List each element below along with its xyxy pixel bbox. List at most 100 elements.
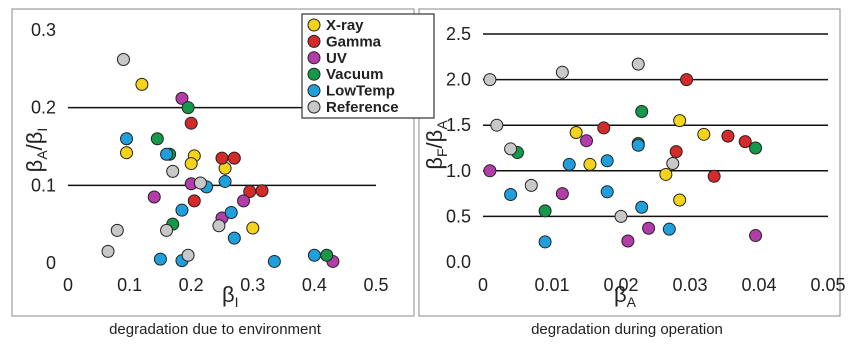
legend-label-vacuum: Vacuum (326, 66, 384, 83)
point-reference (490, 118, 504, 132)
legend-marker-x-ray (307, 18, 321, 32)
legend-label-uv: UV (326, 50, 347, 67)
legend-label-lowtemp: LowTemp (326, 83, 395, 100)
caption-left: degradation due to environment (109, 321, 322, 338)
x-tick-label: 0.5 (363, 275, 388, 295)
tick-labels-left: 0 0.1 0.2 0.3 0 0.1 0.2 0.3 0.4 0.5 (31, 20, 389, 295)
x-tick-label: 0.01 (534, 275, 569, 295)
point-lowtemp (227, 231, 241, 245)
y-tick-label: 1.0 (446, 161, 471, 181)
point-x-ray (583, 157, 597, 171)
gridlines-right (483, 33, 828, 218)
point-uv (147, 190, 161, 204)
point-uv (175, 91, 189, 105)
point-lowtemp (307, 248, 321, 262)
point-gamma (669, 145, 683, 159)
y-tick-label: 0.5 (446, 206, 471, 226)
point-lowtemp (120, 132, 134, 146)
x-tick-label: 0.4 (302, 275, 327, 295)
point-lowtemp (153, 252, 167, 266)
point-gamma (227, 151, 241, 165)
point-lowtemp (600, 185, 614, 199)
point-uv (237, 194, 251, 208)
scatter-points-left (101, 53, 340, 268)
scatter-points-right (483, 57, 763, 249)
point-reference (212, 219, 226, 233)
point-reference (101, 244, 115, 258)
point-uv (555, 187, 569, 201)
point-uv (749, 229, 763, 243)
y-tick-label: 0.1 (31, 175, 56, 195)
x-tick-label: 0.3 (240, 275, 265, 295)
point-lowtemp (538, 235, 552, 249)
point-vacuum (635, 105, 649, 119)
point-lowtemp (224, 206, 238, 220)
legend-label-x-ray: X-ray (326, 17, 364, 34)
point-x-ray (659, 167, 673, 181)
point-gamma (215, 151, 229, 165)
point-reference (160, 223, 174, 237)
point-lowtemp (218, 174, 232, 188)
point-vacuum (181, 101, 195, 115)
point-reference (483, 73, 497, 87)
point-vacuum (150, 132, 164, 146)
point-lowtemp (631, 138, 645, 152)
point-gamma (255, 184, 269, 198)
point-x-ray (569, 125, 583, 139)
x-tick-label: 0.2 (179, 275, 204, 295)
point-uv (580, 134, 593, 148)
point-reference (614, 209, 628, 223)
point-x-ray (673, 114, 687, 128)
x-tick-label: 0.04 (741, 275, 776, 295)
legend-label-reference: Reference (326, 99, 399, 116)
x-tick-label: 0.1 (117, 275, 142, 295)
point-x-ray (184, 157, 198, 171)
point-uv (483, 164, 497, 178)
y-tick-label: 0 (46, 253, 56, 273)
x-tick-label: 0 (478, 275, 488, 295)
point-uv (621, 234, 635, 248)
x-tick-label: 0.03 (672, 275, 707, 295)
point-reference (181, 248, 195, 262)
legend-marker-reference (307, 100, 321, 114)
y-axis-label-left: βA/βI (22, 128, 50, 173)
point-gamma (597, 121, 611, 135)
point-reference (666, 157, 680, 171)
legend-marker-gamma (307, 34, 321, 48)
panel-frame-left (11, 8, 415, 317)
point-gamma (184, 116, 198, 130)
x-tick-label: 0.05 (810, 275, 845, 295)
caption-right: degradation during operation (531, 321, 723, 338)
point-reference (166, 164, 180, 178)
y-tick-label: 0.3 (31, 20, 56, 40)
y-axis-label-right: βF/βA (422, 120, 450, 170)
point-x-ray (135, 77, 149, 91)
point-gamma (680, 73, 694, 87)
point-uv (642, 221, 656, 235)
point-lowtemp (562, 157, 576, 171)
point-vacuum (538, 204, 552, 218)
legend-marker-uv (307, 51, 321, 65)
y-tick-label: 2.5 (446, 24, 471, 44)
legend-label-gamma: Gamma (326, 33, 382, 50)
point-x-ray (697, 127, 711, 141)
point-gamma (721, 129, 735, 143)
y-tick-label: 1.5 (446, 115, 471, 135)
point-lowtemp (662, 222, 676, 236)
point-x-ray (673, 193, 687, 207)
point-reference (631, 57, 645, 71)
point-reference (193, 176, 207, 190)
y-tick-label: 0.0 (446, 252, 471, 272)
y-tick-label: 2.0 (446, 70, 471, 90)
point-reference (504, 142, 518, 156)
point-x-ray (246, 221, 260, 235)
legend-box (301, 13, 435, 119)
tick-labels-right: 0.0 0.5 1.0 1.5 2.0 2.5 0 0.01 0.02 0.03 0.04 0.05 (446, 24, 846, 295)
x-axis-label-right: βA (614, 282, 637, 310)
panel-frame-right (418, 8, 841, 317)
point-lowtemp (267, 254, 281, 268)
x-tick-label: 0 (63, 275, 73, 295)
point-vacuum (749, 141, 763, 155)
point-vacuum (320, 248, 334, 262)
